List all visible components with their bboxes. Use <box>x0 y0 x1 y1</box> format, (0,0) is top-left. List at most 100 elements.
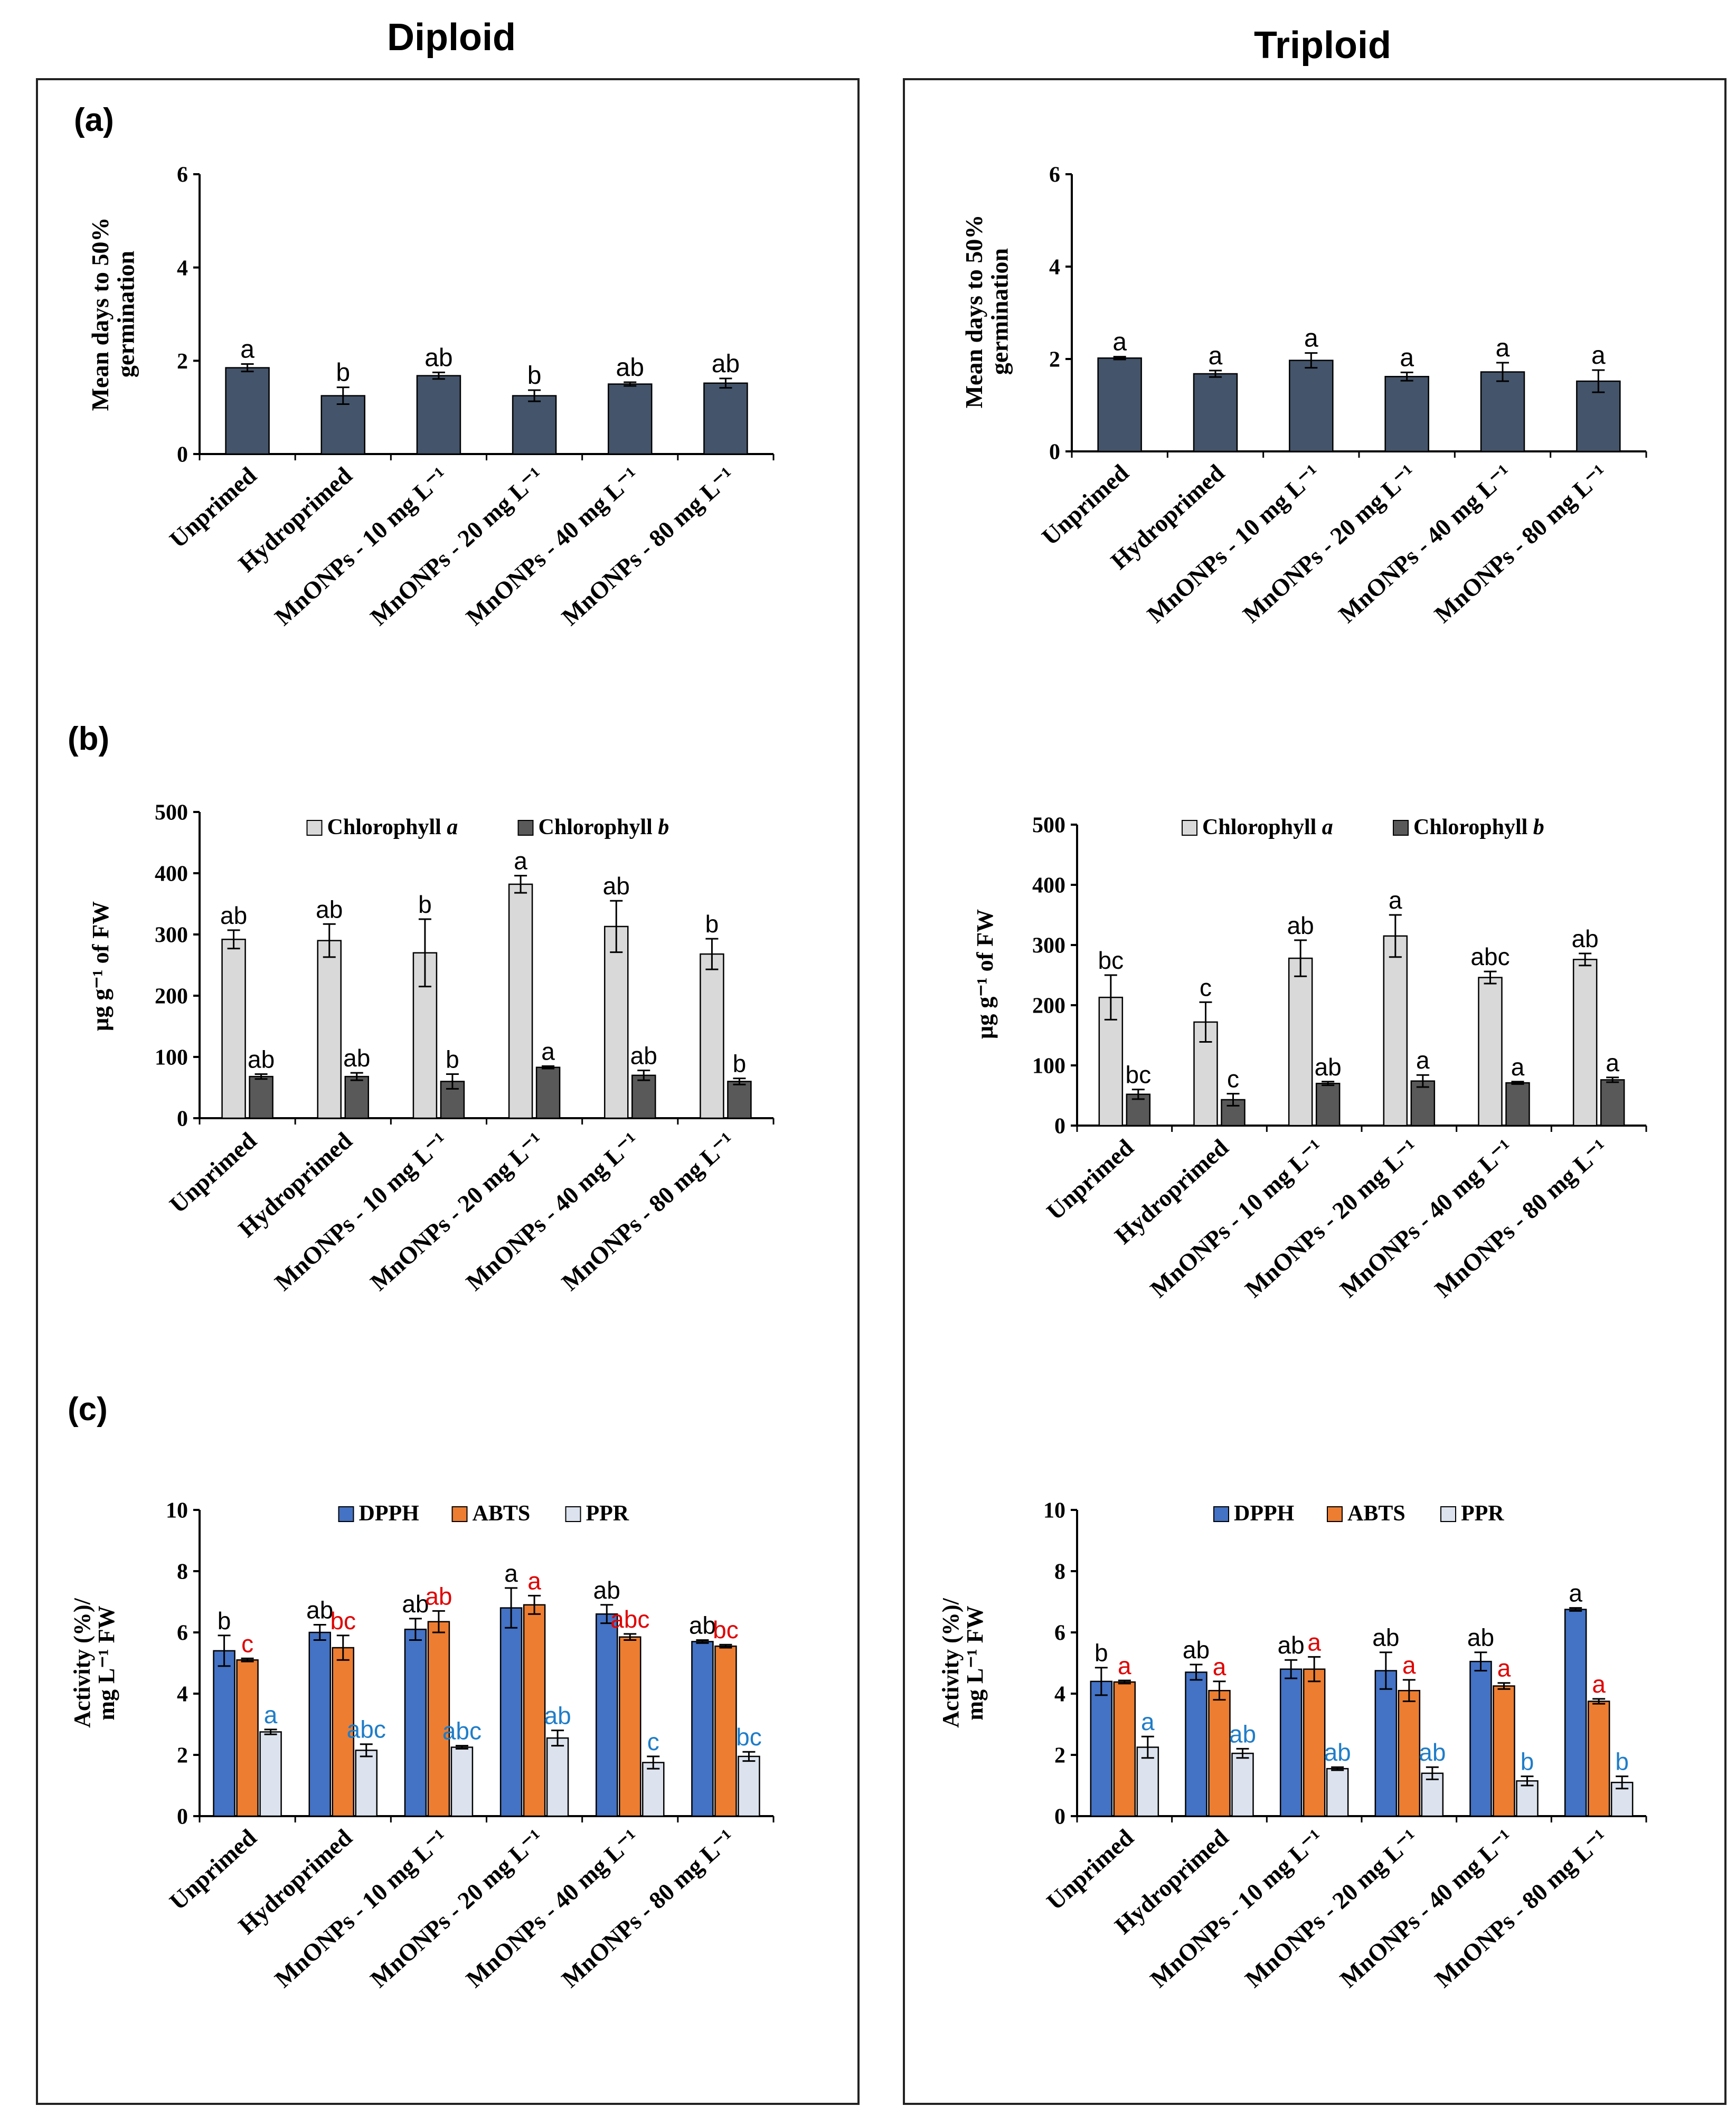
significance-letter: ab <box>1229 1720 1256 1747</box>
significance-letter: a <box>1496 334 1510 362</box>
bar-mean-days-to-50%-germination <box>225 367 270 455</box>
bar-dpph <box>1564 1609 1587 1817</box>
significance-letter: a <box>1592 1670 1606 1698</box>
significance-letter: ab <box>616 354 644 382</box>
category-label: Unprimed <box>164 1127 261 1218</box>
y-axis-label-line: germination <box>112 251 139 377</box>
bar-chlorophyll-a <box>700 953 724 1119</box>
category-label: MnONPs - 40 mg L⁻¹ <box>1335 1134 1518 1303</box>
significance-letter: ab <box>1183 1636 1210 1664</box>
y-axis-label: Mean days to 50%germination <box>960 215 1013 409</box>
bar-chlorophyll-b <box>1505 1082 1530 1127</box>
bar-chlorophyll-a <box>317 940 342 1119</box>
category-label: Unprimed <box>164 461 261 553</box>
category-label: MnONPs - 80 mg L⁻¹ <box>556 462 740 631</box>
y-tick-label: 6 <box>177 163 188 187</box>
significance-letter: ab <box>1324 1739 1351 1766</box>
significance-letter: ab <box>630 1042 657 1070</box>
significance-letter: a <box>1304 325 1318 353</box>
significance-letter: abc <box>347 1716 386 1743</box>
legend-label-text: ABTS <box>473 1501 531 1526</box>
significance-letter: a <box>527 1567 541 1594</box>
significance-letter: abc <box>442 1717 482 1745</box>
significance-letter: a <box>1112 328 1127 356</box>
category-label: MnONPs - 40 mg L⁻¹ <box>461 1824 644 1993</box>
significance-letter: ab <box>1572 925 1599 952</box>
legend-label-text: Chlorophyll <box>539 815 658 839</box>
legend-label-text: PPR <box>1461 1501 1504 1526</box>
bar-ppr <box>450 1746 474 1817</box>
significance-letter: a <box>514 847 527 875</box>
bar-abts <box>619 1636 641 1817</box>
bar-chlorophyll-a <box>1288 957 1313 1127</box>
significance-letter: ab <box>1419 1739 1446 1766</box>
category-label: MnONPs - 10 mg L⁻¹ <box>269 462 452 631</box>
category-label: MnONPs - 40 mg L⁻¹ <box>1335 1824 1518 1993</box>
bar-chlorophyll-b <box>344 1075 369 1119</box>
bar-ppr <box>1610 1781 1634 1817</box>
y-axis-label-line: Activity (%)/ <box>938 1598 964 1727</box>
category-label: MnONPs - 80 mg L⁻¹ <box>556 1824 740 1993</box>
bar-chlorophyll-a <box>508 883 533 1119</box>
y-tick-label: 300 <box>1032 934 1065 958</box>
bar-dpph <box>1279 1668 1303 1817</box>
legend-label: DPPH <box>1234 1501 1294 1526</box>
y-tick-label: 0 <box>1054 1805 1065 1829</box>
y-tick-label: 100 <box>1032 1054 1065 1079</box>
significance-letter: a <box>1402 1651 1416 1679</box>
bar-mean-days-to-50%-germination <box>512 395 557 455</box>
significance-letter: ab <box>603 872 630 900</box>
y-tick-label: 200 <box>155 985 188 1009</box>
legend-label-text: Chlorophyll <box>1413 815 1533 839</box>
category-label: MnONPs - 10 mg L⁻¹ <box>269 1824 452 1993</box>
y-tick-label: 500 <box>1032 814 1065 838</box>
significance-letter: b <box>218 1607 231 1635</box>
category-label: MnONPs - 20 mg L⁻¹ <box>365 1824 548 1993</box>
significance-letter: ab <box>1278 1631 1305 1659</box>
category-label: MnONPs - 40 mg L⁻¹ <box>461 462 644 631</box>
bar-chlorophyll-b <box>727 1081 752 1119</box>
significance-letter: a <box>1511 1053 1525 1081</box>
significance-letter: c <box>241 1630 253 1657</box>
significance-letter: a <box>1389 886 1402 914</box>
legend-label-text: PPR <box>586 1501 629 1526</box>
category-label: MnONPs - 40 mg L⁻¹ <box>461 1127 644 1296</box>
legend-swatch <box>1393 820 1409 836</box>
significance-letter: a <box>1141 1708 1155 1735</box>
category-label: Unprimed <box>1041 1133 1138 1225</box>
significance-letter: a <box>1591 342 1606 370</box>
y-tick-label: 4 <box>177 256 188 280</box>
significance-letter: ab <box>220 902 247 929</box>
bar-dpph <box>691 1641 714 1817</box>
significance-letter: bc <box>330 1607 356 1635</box>
bar-ppr <box>1231 1752 1254 1817</box>
category-label: MnONPs - 80 mg L⁻¹ <box>1429 459 1612 628</box>
legend-label: PPR <box>1461 1501 1504 1526</box>
significance-letter: abc <box>1470 943 1509 970</box>
bar-chlorophyll-b <box>631 1074 656 1119</box>
diploid-title: Diploid <box>387 16 516 59</box>
significance-letter: b <box>705 910 719 938</box>
y-tick-label: 0 <box>177 1805 188 1829</box>
bar-mean-days-to-50%-germination <box>608 383 653 455</box>
bar-abts <box>1587 1701 1610 1817</box>
significance-letter: a <box>1209 342 1223 370</box>
significance-letter: ab <box>1372 1624 1399 1651</box>
significance-letter: ab <box>248 1045 275 1073</box>
significance-letter: a <box>1213 1653 1226 1680</box>
y-tick-label: 400 <box>155 862 188 886</box>
significance-letter: a <box>264 1701 278 1728</box>
significance-letter: a <box>1606 1049 1619 1076</box>
legend-swatch <box>1440 1506 1456 1522</box>
bar-abts <box>332 1647 354 1817</box>
legend-swatch <box>1213 1506 1229 1522</box>
bar-abts <box>1113 1681 1136 1817</box>
y-tick-label: 2 <box>177 1744 188 1768</box>
bar-abts <box>1303 1668 1326 1817</box>
legend-label: Chlorophyll a <box>327 815 458 839</box>
legend-label-text: ABTS <box>1347 1501 1405 1526</box>
legend-label: Chlorophyll b <box>539 815 669 839</box>
bar-chlorophyll-a <box>1383 935 1408 1127</box>
